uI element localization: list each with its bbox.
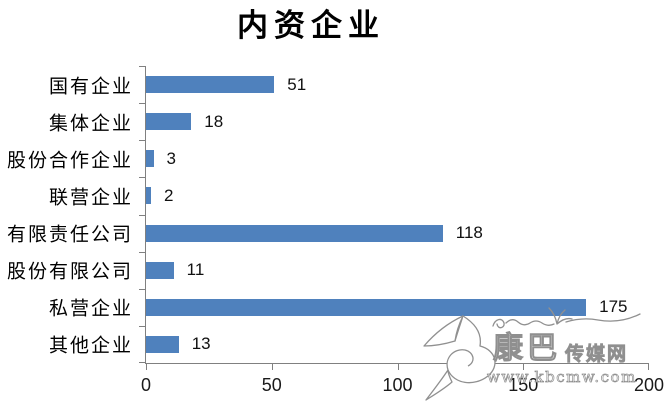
bar-row: 私营企业 175 xyxy=(49,289,649,326)
y-axis-tick xyxy=(139,177,145,179)
bar[interactable] xyxy=(146,76,275,94)
bar-rows: 国有企业 51 集体企业 18 股份合作企业 3 联营企业 2 有限责任公司 xyxy=(7,66,649,363)
value-label: 13 xyxy=(191,334,211,354)
kbcmw-watermark: 康巴 传媒网 www.kbcmw.com xyxy=(423,307,641,401)
x-axis-tick-label: 50 xyxy=(261,375,282,395)
watermark-site-name-suffix: 传媒网 xyxy=(564,342,628,365)
value-label: 118 xyxy=(455,223,483,243)
bar[interactable] xyxy=(146,224,443,242)
category-label: 集体企业 xyxy=(48,112,133,135)
chart-title: 内资企业 xyxy=(237,8,385,44)
x-axis-tick-label: 0 xyxy=(140,375,152,395)
bar[interactable] xyxy=(146,298,587,316)
x-axis-tick xyxy=(523,364,525,370)
value-label: 18 xyxy=(204,111,224,131)
value-label: 3 xyxy=(166,148,176,168)
category-label: 联营企业 xyxy=(48,186,133,209)
bar[interactable] xyxy=(146,335,179,353)
bar-row: 有限责任公司 118 xyxy=(7,215,649,252)
watermark-squiggle xyxy=(492,307,641,329)
x-axis-tick xyxy=(271,364,273,370)
y-axis-tick xyxy=(139,362,145,363)
value-label: 2 xyxy=(164,185,174,205)
y-axis-tick xyxy=(139,288,145,290)
watermark-site-name-main: 康巴 xyxy=(493,331,561,366)
value-label: 11 xyxy=(186,260,205,280)
y-axis-tick xyxy=(139,66,145,67)
category-label: 私营企业 xyxy=(48,297,133,320)
kbcmw-logo-icon xyxy=(423,315,496,401)
y-axis-tick xyxy=(139,325,145,327)
x-axis-tick-label: 100 xyxy=(382,375,413,395)
bar-row: 集体企业 18 xyxy=(49,103,649,140)
category-label: 有限责任公司 xyxy=(6,223,133,246)
x-axis-tick xyxy=(648,364,649,370)
bar-row: 国有企业 51 xyxy=(49,66,649,103)
y-axis-tick xyxy=(139,214,145,216)
plot-area: 国有企业 51 集体企业 18 股份合作企业 3 联营企业 2 有限责任公司 xyxy=(7,66,664,395)
x-axis-tick-label: 150 xyxy=(508,375,539,395)
category-label: 其他企业 xyxy=(48,334,133,357)
watermark-url[interactable]: www.kbcmw.com xyxy=(487,368,637,387)
y-axis-tick xyxy=(139,251,145,253)
x-axis-tick-label: 200 xyxy=(633,375,664,395)
bar-row: 联营企业 2 xyxy=(49,177,649,214)
bar[interactable] xyxy=(146,113,192,131)
x-axis-tick xyxy=(397,364,399,370)
bar[interactable] xyxy=(146,187,152,205)
y-axis-tick xyxy=(139,140,145,142)
bar[interactable] xyxy=(146,261,174,279)
category-label: 股份有限公司 xyxy=(6,260,133,283)
category-label: 国有企业 xyxy=(48,75,133,98)
category-label: 股份合作企业 xyxy=(6,149,133,172)
bar-row: 其他企业 13 xyxy=(49,326,649,363)
value-label: 175 xyxy=(599,297,628,317)
x-axis-tick xyxy=(146,364,147,370)
value-label: 51 xyxy=(287,74,307,94)
bar[interactable] xyxy=(146,150,154,168)
bar-row: 股份有限公司 11 xyxy=(7,252,649,289)
y-axis-tick xyxy=(139,103,145,105)
bar-row: 股份合作企业 3 xyxy=(7,140,649,177)
